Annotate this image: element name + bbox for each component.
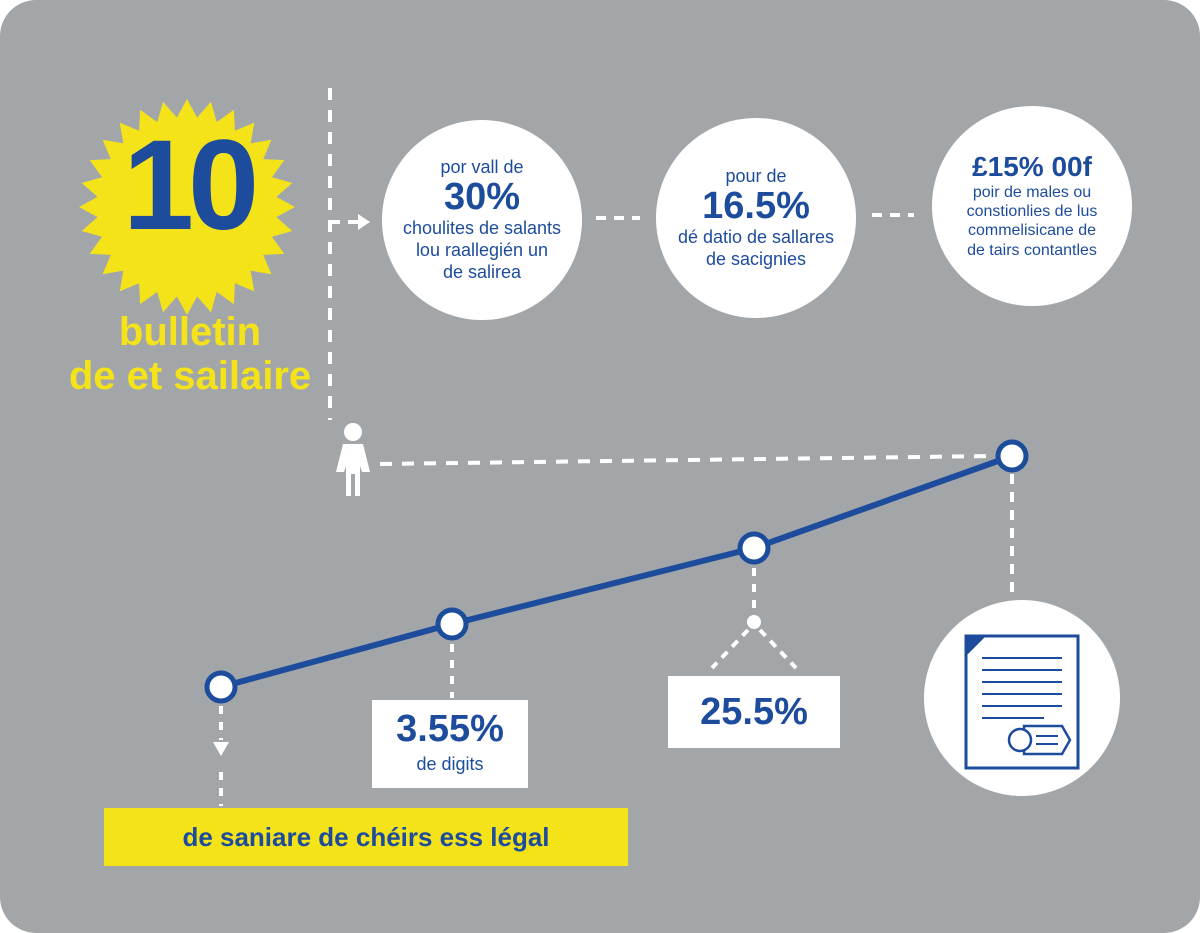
stat-2-desc-2: de sacignies xyxy=(705,248,807,269)
callout-box-2: 25.5% xyxy=(668,676,840,748)
document-circle xyxy=(924,600,1120,796)
callout-box-1: 3.55% de digits xyxy=(372,700,528,788)
stat-1-desc-2: lou raallegién un xyxy=(415,239,549,260)
stat-1-desc-3: de salirea xyxy=(442,261,522,282)
stat-3-desc-4: de tairs contantles xyxy=(967,241,1097,259)
trend-point-3 xyxy=(737,531,771,565)
trend-point-1 xyxy=(204,670,238,704)
document-icon xyxy=(964,634,1080,770)
badge-number: 10 xyxy=(122,114,259,257)
title-line-1: bulletin xyxy=(118,310,262,354)
bottom-banner: de saniare de chéirs ess légal xyxy=(104,808,628,866)
stat-circle-3: £15% 00f poir de males ou constionlies d… xyxy=(932,106,1132,306)
stat-3-desc-2: constionlies de lus xyxy=(966,203,1098,221)
arrow-icon xyxy=(358,214,370,230)
title-line-2: de et sailaire xyxy=(68,354,312,398)
branch-left xyxy=(710,628,750,670)
stat-3-desc-1: poir de males ou xyxy=(972,184,1092,202)
arrow-down-icon xyxy=(213,742,229,756)
stat-1-desc-1: choulites de salants xyxy=(402,218,562,239)
trend-line xyxy=(220,453,1014,690)
stat-2-intro: pour de xyxy=(725,165,787,186)
starburst-badge xyxy=(79,99,295,315)
callout-2-value: 25.5% xyxy=(700,691,808,733)
person-icon xyxy=(336,423,370,496)
trend-point-2 xyxy=(435,607,469,641)
stat-2-desc-1: dé datio de sallares xyxy=(677,227,835,248)
callout-1-label: de digits xyxy=(416,754,484,774)
stat-3-desc-3: commelisicane de xyxy=(967,222,1097,240)
branch-right xyxy=(758,628,798,670)
trend-point-4 xyxy=(995,439,1029,473)
trend-points xyxy=(204,439,1029,704)
stat-2-value: 16.5% xyxy=(702,185,810,228)
stat-circle-1: por vall de 30% choulites de salants lou… xyxy=(382,120,582,320)
stat-1-intro: por vall de xyxy=(440,156,524,177)
stat-1-value: 30% xyxy=(443,176,521,219)
stat-3-value: £15% 00f xyxy=(972,151,1092,183)
connector-person-to-peak xyxy=(379,454,995,466)
callout-1-value: 3.55% xyxy=(396,708,504,750)
stat-circle-2: pour de 16.5% dé datio de sallares de sa… xyxy=(656,118,856,318)
branch-node xyxy=(747,615,761,629)
